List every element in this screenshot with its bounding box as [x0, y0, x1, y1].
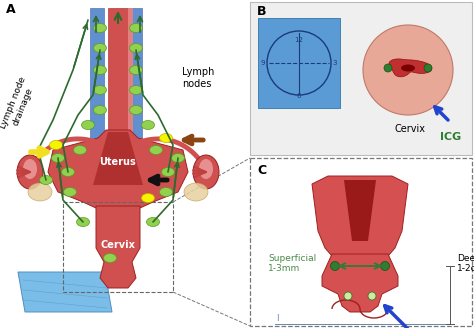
Circle shape: [330, 261, 339, 271]
Polygon shape: [48, 130, 188, 208]
Ellipse shape: [162, 168, 174, 176]
Ellipse shape: [93, 24, 107, 32]
Ellipse shape: [129, 44, 143, 52]
Ellipse shape: [93, 86, 107, 94]
Text: ICG: ICG: [440, 132, 461, 142]
Circle shape: [424, 64, 432, 72]
Ellipse shape: [82, 120, 94, 130]
Text: Uterus: Uterus: [100, 157, 137, 167]
Text: 6: 6: [297, 93, 301, 99]
Ellipse shape: [193, 155, 219, 189]
Bar: [128, 8, 133, 153]
Bar: [108, 8, 128, 153]
Bar: [250, 2, 472, 155]
Ellipse shape: [93, 106, 107, 114]
Text: 9: 9: [261, 60, 265, 66]
Ellipse shape: [146, 217, 159, 227]
Ellipse shape: [52, 154, 64, 162]
Circle shape: [384, 64, 392, 72]
Text: 3: 3: [333, 60, 337, 66]
Text: 12: 12: [294, 37, 303, 43]
Polygon shape: [18, 272, 112, 312]
Polygon shape: [322, 254, 398, 312]
Ellipse shape: [129, 86, 143, 94]
Text: A: A: [6, 3, 16, 16]
Polygon shape: [96, 206, 140, 288]
Text: I: I: [276, 314, 279, 323]
Text: Cervix: Cervix: [100, 240, 136, 250]
Circle shape: [368, 292, 376, 300]
Ellipse shape: [93, 44, 107, 52]
Text: Lymph
nodes: Lymph nodes: [182, 67, 214, 89]
Ellipse shape: [401, 65, 415, 72]
Ellipse shape: [28, 183, 52, 201]
Ellipse shape: [76, 217, 90, 227]
Ellipse shape: [199, 159, 213, 179]
Ellipse shape: [129, 66, 143, 74]
Polygon shape: [312, 176, 408, 256]
Ellipse shape: [184, 183, 208, 201]
Text: Superficial
1-3mm: Superficial 1-3mm: [268, 254, 316, 274]
Bar: [63, 202, 173, 292]
Circle shape: [344, 292, 352, 300]
Circle shape: [363, 25, 453, 115]
Bar: [250, 158, 472, 326]
Ellipse shape: [17, 155, 43, 189]
Ellipse shape: [129, 24, 143, 32]
Ellipse shape: [142, 194, 155, 202]
Ellipse shape: [159, 133, 173, 142]
Text: Cervix: Cervix: [394, 124, 426, 134]
Ellipse shape: [142, 120, 155, 130]
Ellipse shape: [62, 168, 74, 176]
Ellipse shape: [73, 146, 86, 154]
Text: Deep
1-2cm: Deep 1-2cm: [457, 254, 474, 274]
Ellipse shape: [93, 66, 107, 74]
Ellipse shape: [39, 175, 53, 184]
Bar: [128, 8, 142, 156]
Bar: [258, 18, 340, 108]
Ellipse shape: [23, 159, 37, 179]
Ellipse shape: [172, 154, 184, 162]
Ellipse shape: [103, 254, 117, 262]
Circle shape: [381, 261, 390, 271]
Ellipse shape: [64, 188, 76, 196]
Polygon shape: [93, 132, 143, 185]
Ellipse shape: [49, 140, 63, 150]
Ellipse shape: [129, 106, 143, 114]
Text: Lymph node
drainage: Lymph node drainage: [0, 76, 37, 134]
Ellipse shape: [149, 146, 163, 154]
Polygon shape: [344, 180, 376, 241]
Polygon shape: [389, 59, 432, 77]
Text: C: C: [257, 164, 266, 177]
Text: B: B: [257, 5, 266, 18]
Bar: [90, 8, 104, 156]
Ellipse shape: [159, 188, 173, 196]
